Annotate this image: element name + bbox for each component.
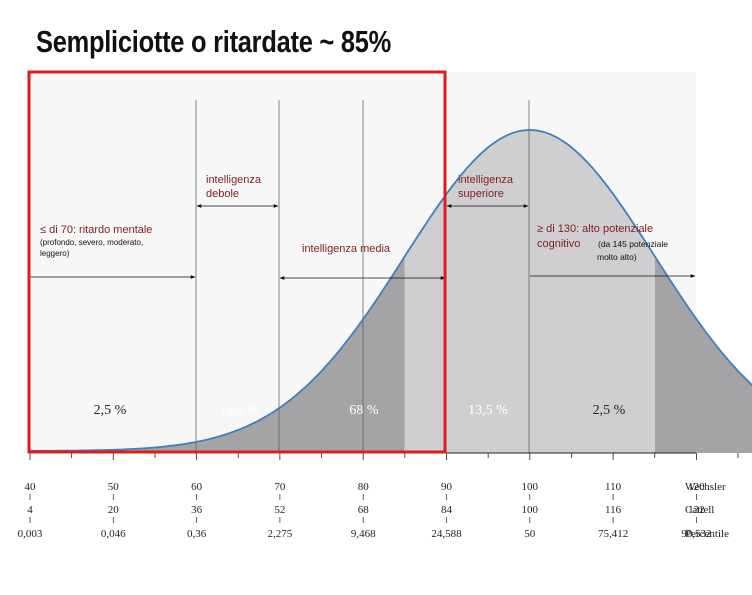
scale-cattell-label: 116 xyxy=(605,504,622,516)
scale-cattell-label: 20 xyxy=(108,504,120,516)
scale-percentile-label: 0,36 xyxy=(187,528,207,540)
label-superiore-1: intelligenza xyxy=(458,174,514,186)
label-alto-2b: (da 145 potenziale xyxy=(598,239,668,249)
scale-percentile-label: 9,468 xyxy=(351,528,376,540)
scale-percentile-label: 24,588 xyxy=(431,528,462,540)
label-debole-1: intelligenza xyxy=(206,174,262,186)
label-alto-2a: cognitivo xyxy=(537,238,580,250)
scale-wechsler-label: 70 xyxy=(274,481,286,493)
scale-name-wechsler: Wechsler xyxy=(685,481,726,493)
label-ritardo-sub1: (profondo, severo, moderato, xyxy=(40,238,143,247)
scale-wechsler-label: 40 xyxy=(25,481,37,493)
scale-labels: 4050607080901001101201301401504203652688… xyxy=(18,481,712,540)
scale-wechsler-label: 50 xyxy=(108,481,120,493)
label-ritardo-sub2: leggero) xyxy=(40,249,70,258)
axis-ticks xyxy=(29,453,739,460)
label-ritardo: ≤ di 70: ritardo mentale xyxy=(40,224,152,236)
area-right-tails xyxy=(654,256,752,453)
pct-right-mid: 13,5 % xyxy=(468,403,508,418)
scale-wechsler-label: 100 xyxy=(522,481,539,493)
scale-percentile-label: 50 xyxy=(524,528,536,540)
scale-wechsler-label: 80 xyxy=(358,481,370,493)
scale-wechsler-label: 110 xyxy=(605,481,622,493)
bell-curve-line xyxy=(30,129,752,452)
scale-cattell-label: 84 xyxy=(441,504,453,516)
scale-percentile-label: 90,532 xyxy=(681,528,711,540)
label-media: intelligenza media xyxy=(302,243,391,255)
area-center-68 xyxy=(404,130,655,453)
scale-wechsler-label: 60 xyxy=(191,481,203,493)
pct-center: 68 % xyxy=(349,403,379,418)
label-debole-2: debole xyxy=(206,188,239,200)
scale-cattell-label: 100 xyxy=(522,504,539,516)
scale-cattell-label: 4 xyxy=(27,504,33,516)
highlight-box xyxy=(27,70,447,454)
scale-cattell-label: 132 xyxy=(688,504,705,516)
scale-name-cattell: Cattell xyxy=(685,504,714,516)
pct-left-tail: 2,5 % xyxy=(94,403,127,418)
scale-cattell-label: 52 xyxy=(274,504,285,516)
scale-percentile-label: 0,003 xyxy=(18,528,43,540)
scale-cattell-label: 36 xyxy=(191,504,203,516)
scale-wechsler-label: 120 xyxy=(688,481,705,493)
label-alto-3: molto alto) xyxy=(597,252,637,262)
scale-percentile-label: 2,275 xyxy=(268,528,293,540)
pct-left-mid: 13,5 % xyxy=(219,403,259,418)
area-left-tails xyxy=(30,256,405,453)
scale-cattell-label: 68 xyxy=(358,504,370,516)
scale-percentile-label: 75,412 xyxy=(598,528,628,540)
scale-name-percentile: Percentile xyxy=(685,528,729,540)
scale-wechsler-label: 90 xyxy=(441,481,453,493)
label-alto-1: ≥ di 130: alto potenziale xyxy=(537,223,653,235)
label-superiore-2: superiore xyxy=(458,188,504,200)
pct-right-tail: 2,5 % xyxy=(593,403,626,418)
scale-percentile-label: 0,046 xyxy=(101,528,126,540)
page-title: Sempliciotte o ritardate ~ 85% xyxy=(36,24,391,59)
